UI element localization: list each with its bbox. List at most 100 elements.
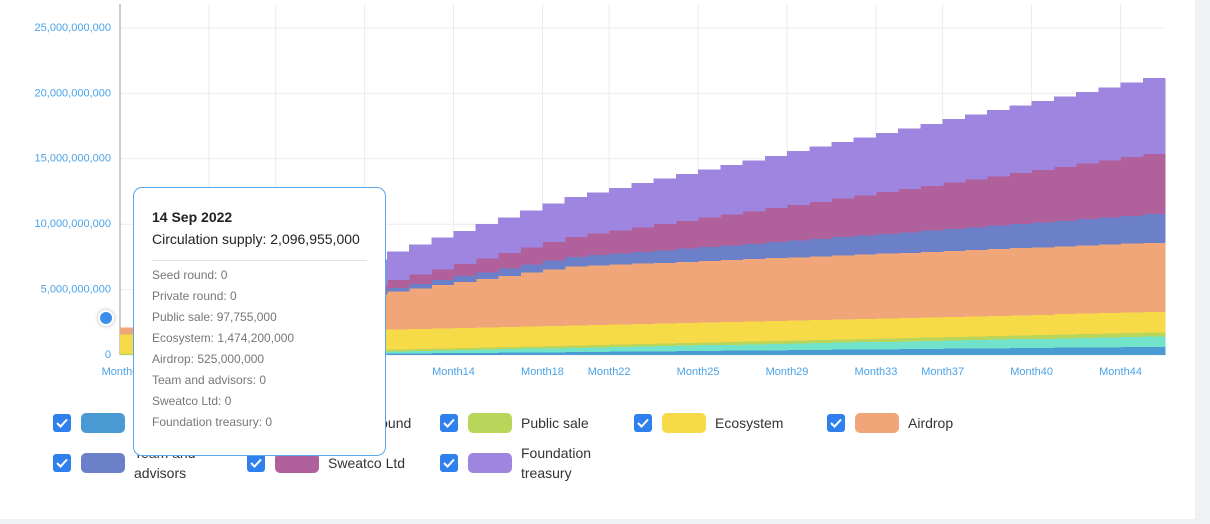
area-step	[564, 352, 588, 355]
area-step	[875, 341, 899, 350]
legend-label: Public sale	[521, 415, 589, 431]
area-step	[720, 321, 744, 342]
area-step	[1098, 347, 1122, 355]
area-step	[742, 344, 766, 351]
area-step	[942, 348, 966, 355]
legend-checkbox[interactable]	[440, 414, 458, 432]
area-step	[564, 325, 588, 346]
area-step	[1098, 333, 1122, 338]
area-step	[386, 349, 410, 352]
area-step	[1120, 82, 1144, 158]
area-step	[809, 319, 833, 341]
series-area	[297, 214, 1166, 304]
area-step	[853, 195, 877, 236]
area-step	[875, 318, 899, 339]
area-step	[475, 258, 499, 273]
area-step	[520, 352, 544, 355]
area-step	[764, 242, 788, 259]
area-step	[564, 256, 588, 267]
area-step	[1142, 154, 1166, 215]
area-step	[831, 198, 855, 238]
legend-checkbox[interactable]	[634, 414, 652, 432]
area-step	[409, 244, 432, 275]
legend-checkbox[interactable]	[53, 454, 71, 472]
area-step	[1053, 338, 1077, 348]
area-step	[675, 345, 699, 352]
area-step	[520, 264, 544, 273]
area-step	[386, 251, 410, 281]
area-step	[475, 224, 499, 259]
area-step	[586, 233, 610, 256]
area-step	[542, 348, 566, 353]
area-step	[853, 235, 877, 255]
area-step	[920, 251, 944, 318]
area-step	[497, 349, 521, 353]
area-step	[920, 123, 944, 186]
area-step	[698, 345, 721, 351]
area-step	[920, 337, 944, 341]
area-step	[698, 342, 721, 346]
area-step	[431, 350, 455, 354]
area-step	[1076, 163, 1099, 220]
area-step	[742, 341, 766, 345]
area-step	[920, 230, 944, 252]
legend-label: Airdrop	[908, 415, 954, 431]
area-step	[898, 317, 922, 339]
area-step	[653, 346, 677, 352]
area-step	[964, 179, 988, 228]
legend-label: Foundation treasury	[521, 445, 592, 481]
area-step	[875, 349, 899, 355]
area-step	[1098, 337, 1122, 348]
area-step	[898, 252, 922, 318]
area-step	[431, 353, 455, 355]
area-step	[631, 346, 655, 352]
area-step	[987, 110, 1010, 177]
legend-checkbox[interactable]	[247, 454, 265, 472]
area-step	[631, 324, 655, 344]
area-step	[920, 317, 944, 338]
area-step	[964, 114, 988, 180]
area-step	[1076, 337, 1099, 348]
area-step	[1009, 335, 1033, 340]
area-step	[853, 254, 877, 319]
area-step	[764, 208, 788, 243]
legend-item: Airdrop	[827, 403, 1000, 443]
area-step	[1031, 247, 1055, 315]
area-step	[1142, 332, 1166, 337]
x-tick-label: Month14	[432, 366, 475, 378]
area-step	[1053, 334, 1077, 339]
area-step	[1009, 224, 1033, 249]
area-step	[120, 327, 143, 335]
area-step	[764, 258, 788, 321]
area-step	[742, 259, 766, 322]
area-step	[809, 343, 833, 350]
area-step	[720, 245, 744, 261]
area-step	[942, 250, 966, 317]
legend-swatch	[81, 413, 125, 433]
legend-checkbox[interactable]	[53, 414, 71, 432]
area-step	[497, 217, 521, 254]
legend-checkbox[interactable]	[440, 454, 458, 472]
area-step	[987, 249, 1010, 316]
tooltip-item: Airdrop: 525,000,000	[152, 352, 265, 366]
tooltip-date: 14 Sep 2022	[152, 209, 233, 225]
area-step	[964, 250, 988, 317]
area-step	[497, 346, 521, 350]
legend-checkbox[interactable]	[827, 414, 845, 432]
area-step	[631, 183, 655, 228]
area-step	[1142, 312, 1166, 333]
area-step	[875, 132, 899, 193]
area-step	[742, 321, 766, 342]
x-tick-label: Month37	[921, 366, 964, 378]
area-step	[386, 353, 410, 355]
y-tick-label: 25,000,000,000	[35, 22, 111, 34]
area-step	[1053, 220, 1077, 247]
area-step	[586, 325, 610, 345]
area-step	[1009, 173, 1033, 225]
area-step	[453, 353, 477, 355]
legend-item: Public sale	[440, 403, 613, 443]
legend-label: Sweatco Ltd	[328, 455, 406, 471]
area-step	[653, 178, 677, 225]
tooltip-item: Foundation treasury: 0	[152, 415, 273, 429]
